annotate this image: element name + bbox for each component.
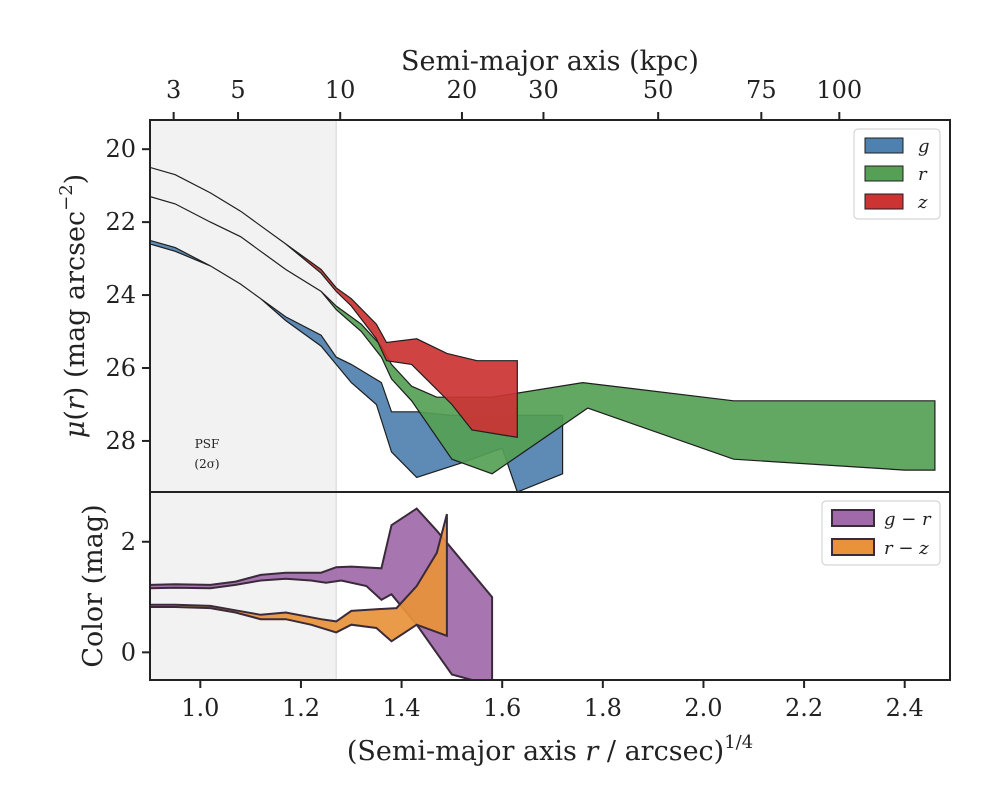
color-band-g-minus-r (150, 507, 494, 680)
color-legend: g − r r − z (821, 500, 941, 566)
surface-brightness-bands (150, 166, 936, 492)
color-axis-title: Color (mag) (78, 504, 109, 667)
x-tick-label: 1.4 (382, 694, 420, 722)
mu-axis-title: μ(r) (mag arcsec−2) (56, 174, 91, 438)
legend-swatch-g-minus-r (831, 509, 875, 527)
legend-swatch-r (864, 165, 904, 182)
top-tick-label: 10 (325, 76, 356, 104)
color-band-r-minus-z (150, 513, 448, 643)
mu-tick-label: 20 (105, 135, 136, 163)
x-tick-label: 2.0 (684, 694, 722, 722)
top-axis-kpc-ticks: 3 5 10 20 30 50 75 100 (166, 76, 862, 120)
top-tick-label: 100 (816, 76, 862, 104)
legend-swatch-z (864, 193, 904, 210)
mu-tick-label: 26 (105, 354, 136, 382)
legend-swatch-r-minus-z (831, 538, 875, 556)
x-tick-label: 1.2 (282, 694, 320, 722)
x-axis-title: (Semi-major axis r / arcsec)1/4 (347, 732, 753, 767)
top-tick-label: 75 (746, 76, 777, 104)
x-tick-label: 2.2 (785, 694, 823, 722)
legend-label-r-minus-z: r − z (884, 538, 929, 559)
top-tick-label: 20 (447, 76, 478, 104)
legend-label-r: r (918, 164, 928, 185)
legend-label-g-minus-r: g − r (884, 509, 932, 530)
x-tick-label: 1.6 (483, 694, 521, 722)
psf-label: PSF (195, 437, 220, 451)
band-legend: g r z (853, 128, 941, 220)
color-profile-bands (150, 507, 494, 680)
color-axis-ticks: 02 (121, 528, 150, 666)
mu-tick-label: 24 (105, 281, 136, 309)
mu-tick-label: 28 (105, 427, 136, 455)
top-tick-label: 3 (166, 76, 181, 104)
mu-axis-ticks: 20 22 24 26 28 (105, 135, 150, 455)
x-tick-label: 2.4 (886, 694, 924, 722)
color-tick-label: 2 (121, 528, 136, 556)
x-axis-ticks: 1.0 1.2 1.4 1.6 1.8 2.0 2.2 2.4 (181, 680, 924, 722)
legend-label-g: g (918, 136, 930, 157)
mu-tick-label: 22 (105, 208, 136, 236)
psf-label-sigma: (2σ) (194, 457, 219, 471)
top-tick-label: 30 (528, 76, 559, 104)
psf-region-top-panel (150, 120, 337, 492)
band-r (150, 196, 936, 475)
x-tick-label: 1.8 (584, 694, 622, 722)
band-z (150, 166, 518, 439)
legend-label-z: z (917, 192, 928, 213)
top-tick-label: 50 (643, 76, 674, 104)
top-tick-label: 5 (230, 76, 245, 104)
top-axis-title: Semi-major axis (kpc) (401, 46, 699, 77)
bottom-panel-frame (149, 491, 951, 681)
color-tick-label: 0 (121, 638, 136, 666)
legend-swatch-g (864, 137, 904, 154)
x-tick-label: 1.0 (181, 694, 219, 722)
